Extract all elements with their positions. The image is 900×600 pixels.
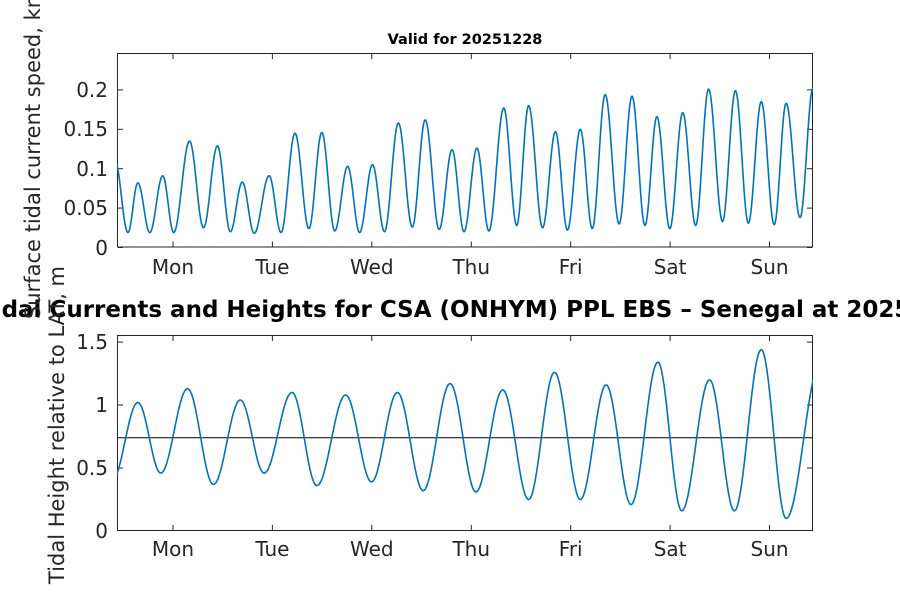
y-tick-label: 0.2 [76,77,108,102]
day-label-mon: Mon [151,537,195,561]
day-label-sat: Sat [653,537,687,561]
y-tick-label: 1.5 [76,330,108,355]
day-label-tue: Tue [255,255,290,279]
day-label-thu: Thu [452,255,491,279]
y-tick-label: 0.1 [76,156,108,181]
y-tick-label: 0.5 [76,456,108,481]
figure-main-title: Tidal Currents and Heights for CSA (ONHY… [0,297,900,323]
day-label-wed: Wed [350,255,394,279]
y-tick-label: 0.15 [63,117,108,142]
day-label-sun: Sun [750,537,789,561]
tidal-height-curve [117,348,813,520]
y-tick-label: 0 [95,235,108,260]
speed-chart-canvas [117,53,813,248]
surface-tidal-current-speed-curve [117,87,813,235]
day-label-mon: Mon [151,255,195,279]
day-label-sun: Sun [750,255,789,279]
day-label-sat: Sat [653,255,687,279]
day-label-wed: Wed [350,537,394,561]
y-tick-label: 0.05 [63,196,108,221]
y-tick-label: 0 [95,519,108,543]
day-label-tue: Tue [255,537,290,561]
axes-box [117,335,813,531]
height-chart-canvas [117,335,813,531]
top-chart-title: Valid for 20251228 [387,32,543,48]
day-label-thu: Thu [452,537,491,561]
y-tick-label: 1 [95,393,108,418]
day-label-fri: Fri [558,537,583,561]
axes-box [117,53,813,248]
day-label-fri: Fri [558,255,583,279]
